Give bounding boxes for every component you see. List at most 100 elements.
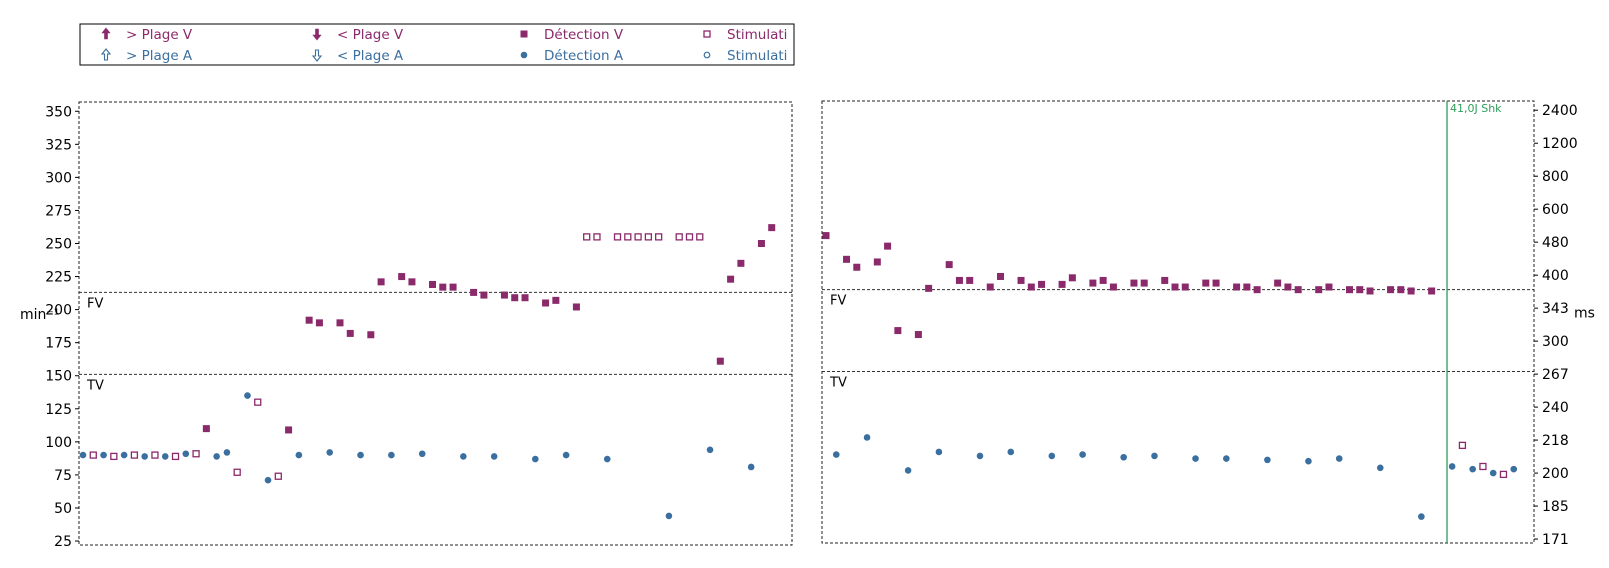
data-point: [151, 451, 159, 459]
data-point: [593, 233, 601, 241]
data-point: [429, 280, 436, 288]
y-tick-label: 185: [1542, 499, 1569, 515]
data-point: [1109, 283, 1117, 291]
data-point: [603, 455, 611, 463]
data-point: [1264, 456, 1271, 464]
series-square-filled: [202, 224, 776, 434]
legend-items: > Plage V < Plage V Détection V Stimulati > …: [100, 27, 787, 64]
rate-panel: 25 50 75 100 125 150 175 200 225 250 275 300 325 350 m…: [20, 101, 793, 550]
data-point: [552, 296, 560, 304]
series-square-filled: [822, 232, 1436, 339]
data-point: [171, 452, 180, 461]
data-point: [1397, 286, 1405, 294]
y-tick-label: 171: [1542, 532, 1569, 548]
arrow-up-icon: [101, 27, 111, 40]
data-point: [1181, 283, 1189, 291]
data-point: [500, 291, 508, 299]
legend-label: > Plage A: [126, 48, 193, 64]
legend: > Plage V < Plage V Détection V Stimulati > …: [79, 23, 795, 66]
data-point: [161, 453, 169, 460]
data-point: [1192, 455, 1199, 462]
y-tick-label: 125: [45, 402, 72, 418]
data-point: [1387, 286, 1395, 294]
data-point: [1346, 286, 1353, 294]
data-point: [110, 452, 118, 461]
legend-item: > Plage V: [101, 27, 193, 43]
y-tick-label: 275: [45, 203, 72, 219]
data-point: [367, 331, 375, 339]
legend-item: Détection A: [520, 48, 624, 64]
data-point: [1499, 470, 1508, 479]
data-point: [1335, 455, 1343, 462]
data-point: [233, 468, 241, 476]
legend-item: Détection V: [520, 27, 624, 43]
data-point: [685, 233, 694, 241]
data-point: [624, 233, 632, 241]
data-point: [1243, 283, 1251, 291]
data-point: [120, 451, 128, 459]
arrow-down-icon: [311, 49, 323, 62]
y-tick-label: 267: [1542, 367, 1569, 383]
y-tick-label: 300: [1542, 334, 1569, 350]
data-point: [521, 294, 529, 302]
data-point: [1120, 453, 1127, 461]
legend-item: Stimulati: [703, 48, 787, 64]
data-point: [377, 278, 385, 286]
square-icon: [520, 30, 528, 38]
data-point: [1017, 276, 1025, 284]
data-point: [254, 398, 262, 406]
data-point: [997, 272, 1004, 280]
data-point: [873, 258, 881, 266]
data-point: [470, 288, 478, 296]
y-tick-label: 480: [1542, 235, 1569, 251]
legend-label: Stimulati: [727, 27, 787, 43]
data-point: [100, 451, 107, 459]
data-point: [1089, 279, 1097, 287]
data-point: [141, 453, 148, 460]
data-point: [1356, 286, 1364, 294]
data-point: [1099, 276, 1107, 284]
y-tick-label: 250: [45, 236, 72, 252]
data-point: [315, 319, 323, 327]
data-point: [326, 449, 334, 456]
data-point: [1510, 465, 1518, 473]
series-square-open: [89, 233, 704, 480]
data-point: [935, 448, 943, 456]
data-point: [1469, 465, 1476, 473]
threshold-label: FV: [830, 294, 846, 309]
data-point: [904, 467, 912, 474]
data-point: [665, 512, 673, 520]
data-point: [832, 451, 840, 458]
interval-panel: 171 185 200 218 240 267 300 343 400 480 600 800 1200…: [821, 100, 1595, 548]
data-point: [1223, 455, 1230, 462]
y-axis-label: min⁻¹: [20, 307, 59, 323]
data-point: [976, 452, 984, 460]
data-point: [925, 284, 933, 292]
y-tick-label: 175: [45, 336, 72, 352]
data-point: [822, 232, 830, 240]
y-tick-label: 150: [45, 369, 72, 385]
data-point: [490, 453, 498, 460]
threshold-label: TV: [829, 375, 847, 390]
data-point: [1130, 279, 1138, 287]
data-point: [449, 283, 457, 291]
circle-icon: [520, 51, 528, 59]
arrow-up-icon: [100, 48, 112, 61]
data-point: [737, 259, 745, 267]
y-tick-label: 325: [45, 137, 72, 153]
data-point: [1325, 283, 1333, 291]
y-axis-label: ms: [1574, 306, 1595, 322]
y-tick-label: 400: [1542, 268, 1569, 284]
circle-icon: [703, 51, 711, 59]
y-tick-label: 300: [45, 170, 72, 186]
data-point: [192, 450, 200, 458]
data-point: [654, 233, 663, 241]
y-tick-label: 200: [1542, 466, 1569, 482]
data-point: [182, 450, 190, 458]
data-point: [79, 451, 87, 459]
data-point: [213, 453, 220, 460]
data-point: [1212, 279, 1220, 287]
y-tick-label: 600: [1542, 202, 1569, 218]
